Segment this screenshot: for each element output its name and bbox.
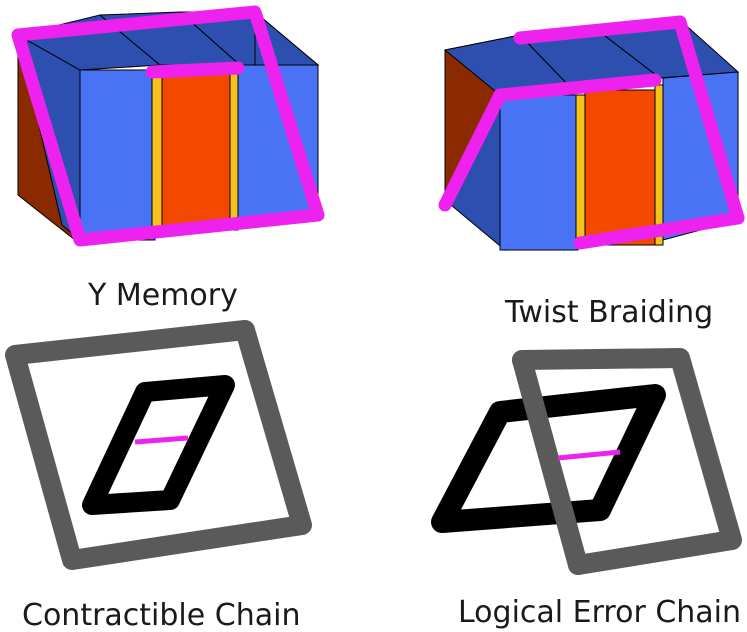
logical-error-chain-gray-loop-back xyxy=(512,348,742,575)
twist-braiding-panel xyxy=(438,15,745,252)
y-memory-front-left xyxy=(79,69,156,241)
twist-braiding-seam-left xyxy=(575,94,586,246)
contractible-chain-outer-gray-loop xyxy=(5,320,312,570)
logical-error-chain-panel xyxy=(431,348,742,575)
twist-braiding-defect-loop xyxy=(438,15,745,250)
y-memory-seam-right xyxy=(229,69,239,231)
twist-braiding-front-orange xyxy=(584,89,656,246)
contractible-chain-magenta-segment xyxy=(134,435,189,445)
logical-error-chain-gray-loop-front xyxy=(512,350,588,575)
logical-error-chain-label: Logical Error Chain xyxy=(458,595,741,630)
contractible-chain-panel xyxy=(5,320,312,570)
contractible-chain-inner-black-loop xyxy=(82,375,235,515)
logical-error-chain-black-loop xyxy=(431,384,666,533)
logical-error-chain-magenta-segment xyxy=(557,449,621,461)
twist-braiding-front-left xyxy=(499,94,579,251)
y-memory-front-orange xyxy=(161,69,231,231)
contractible-chain-label: Contractible Chain xyxy=(22,598,300,632)
y-memory-defect-loop xyxy=(11,5,325,247)
y-memory-label: Y Memory xyxy=(87,278,238,313)
y-memory-panel xyxy=(11,5,325,247)
twist-braiding-seam-right xyxy=(654,84,664,246)
twist-braiding-label: Twist Braiding xyxy=(504,295,713,330)
y-memory-seam-left xyxy=(151,69,163,236)
